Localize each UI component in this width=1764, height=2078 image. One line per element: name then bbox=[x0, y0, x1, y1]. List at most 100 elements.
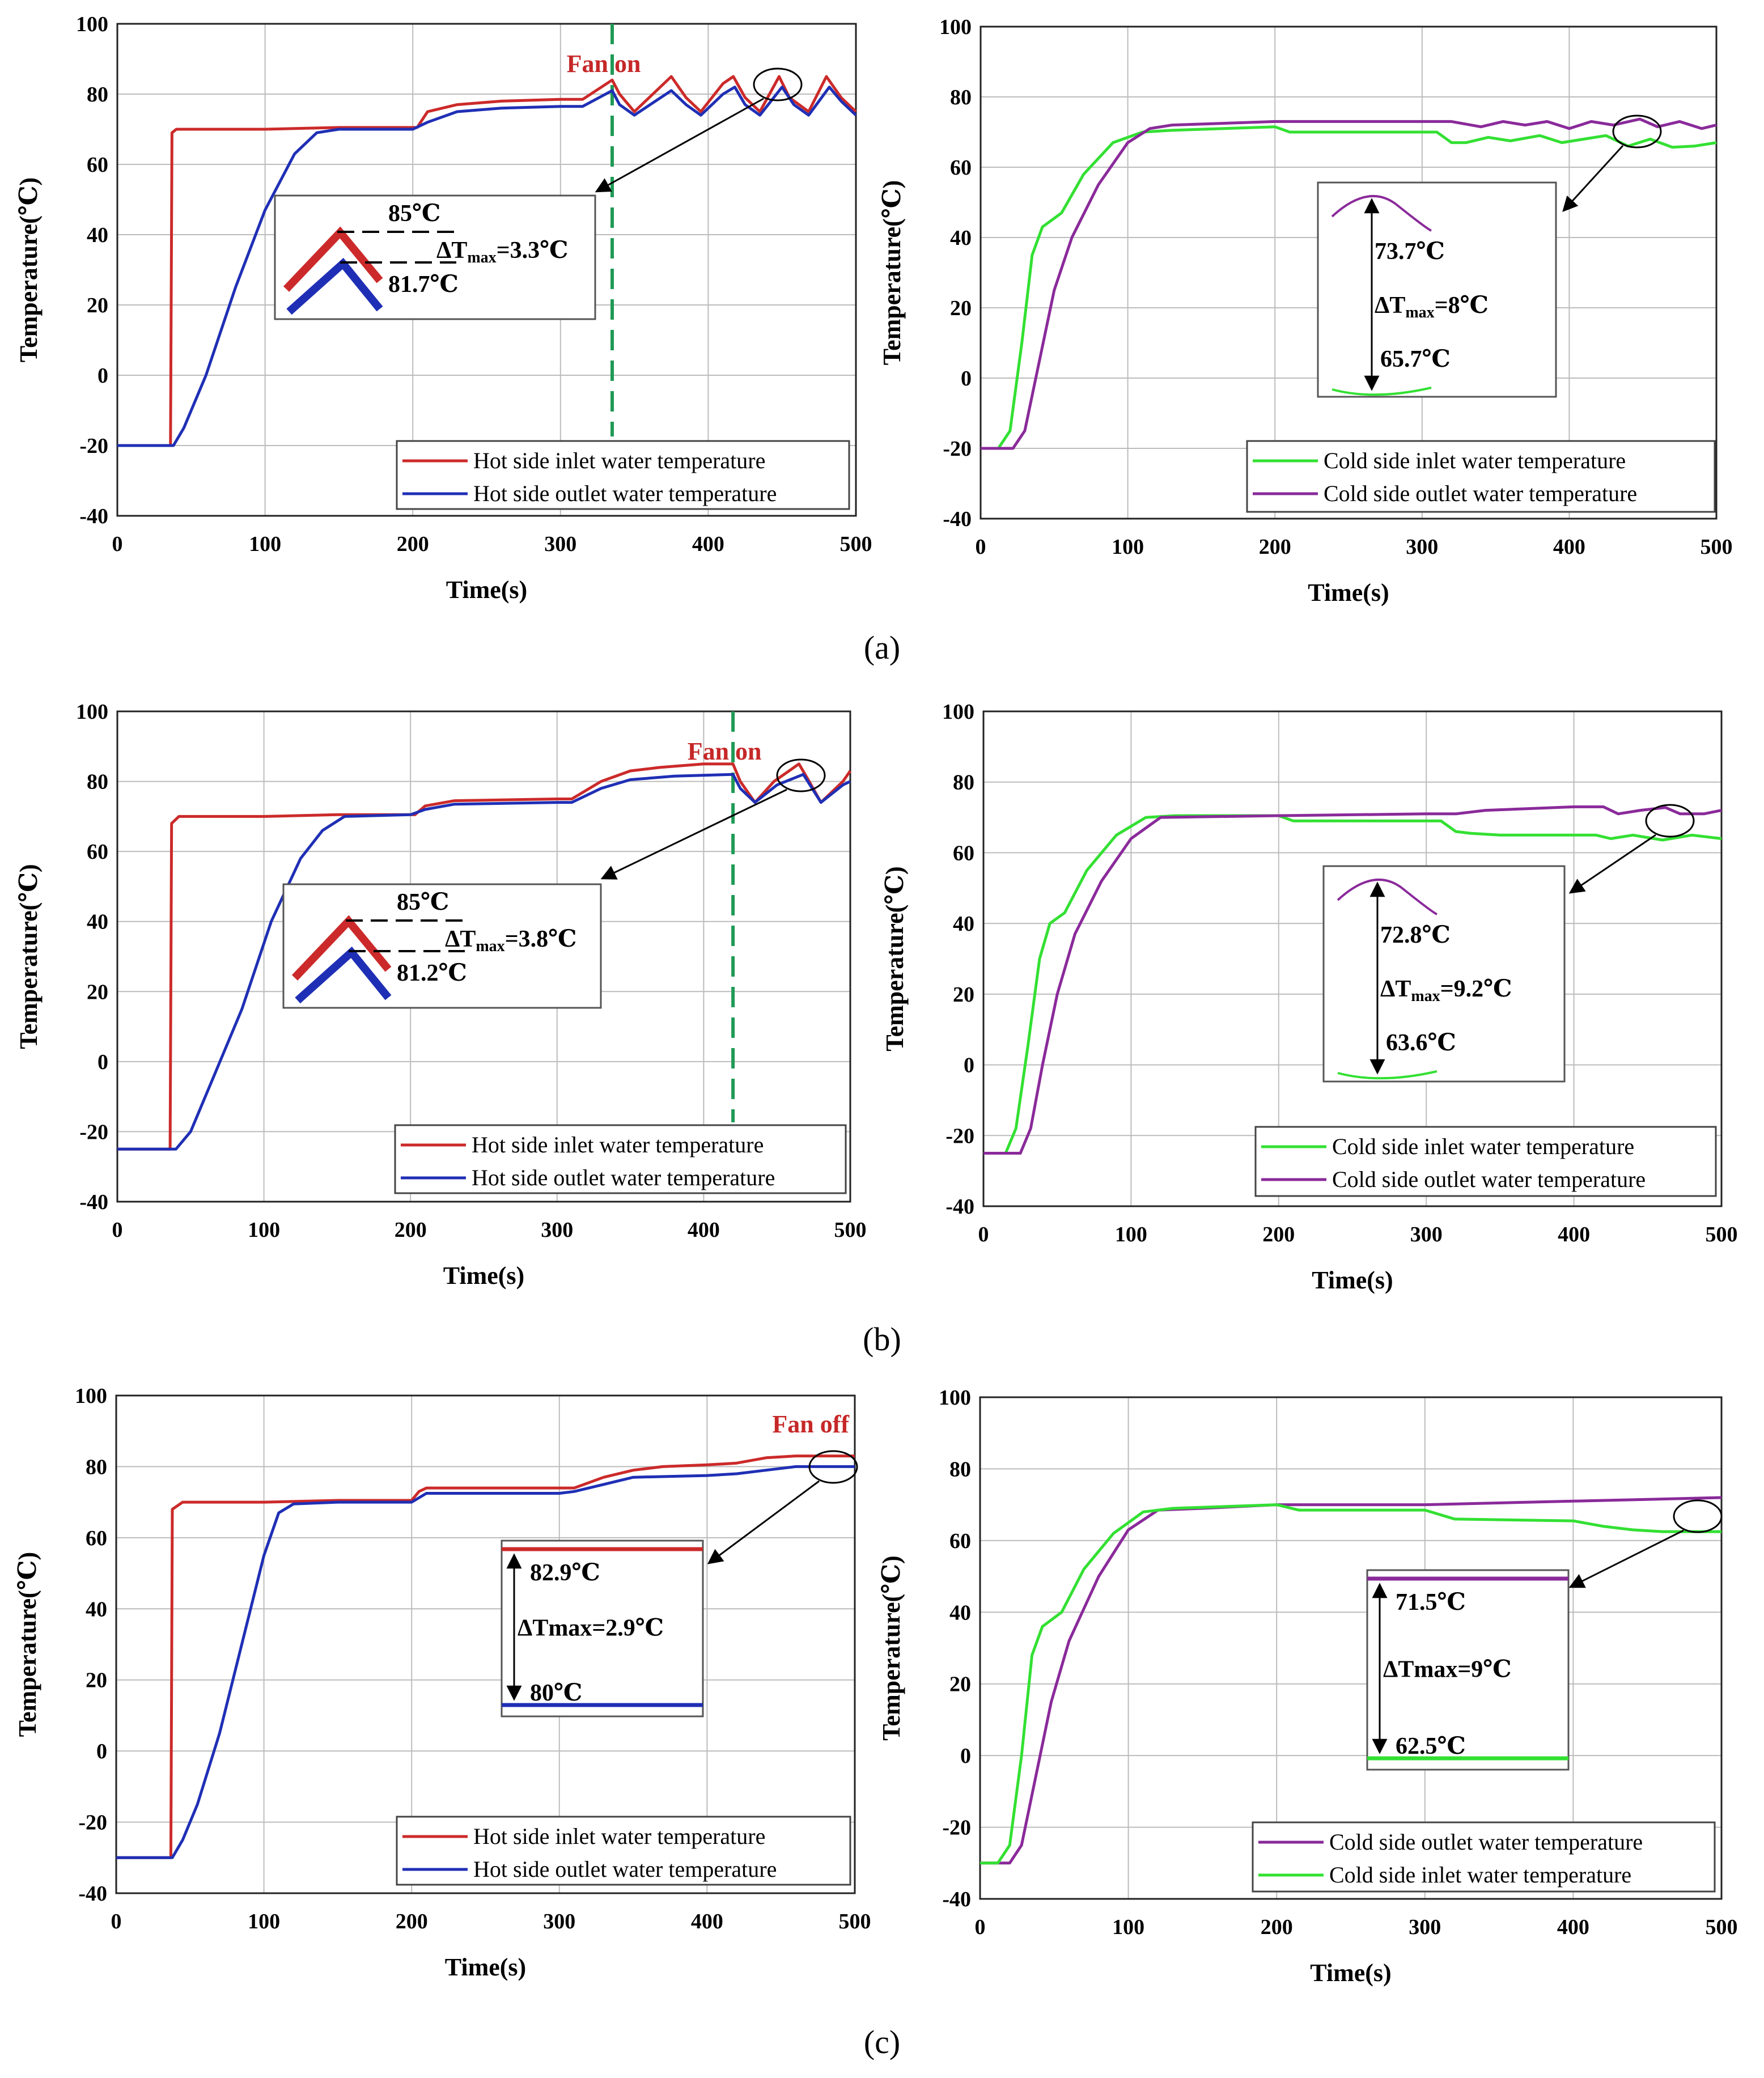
y-axis-label: Temperature(℃) bbox=[878, 180, 906, 365]
x-tick-label: 100 bbox=[248, 1910, 280, 1933]
inset-delta-label: ΔTmax=8℃ bbox=[1375, 292, 1489, 321]
y-tick-label: 0 bbox=[964, 1054, 974, 1078]
callout-ellipse bbox=[808, 1450, 858, 1484]
y-tick-label: 60 bbox=[86, 1526, 107, 1550]
series-line-hot-outlet bbox=[117, 773, 851, 1151]
x-tick-label: 300 bbox=[543, 1910, 575, 1933]
inset-delta-value: =9.2℃ bbox=[1440, 976, 1512, 1002]
x-tick-label: 500 bbox=[1706, 1223, 1738, 1246]
inset-delta-label: ΔTmax=3.3℃ bbox=[436, 238, 568, 266]
y-tick-label: 100 bbox=[942, 700, 974, 724]
x-tick-label: 400 bbox=[688, 1218, 720, 1242]
inset-delta-value: =3.8℃ bbox=[505, 926, 577, 952]
x-tick-label: 0 bbox=[976, 535, 986, 559]
legend: Hot side inlet water temperature Hot side… bbox=[394, 1124, 847, 1194]
y-tick-label: 20 bbox=[953, 983, 974, 1007]
callout-arrow bbox=[595, 97, 764, 193]
panel-caption: (a) bbox=[864, 629, 900, 666]
y-axis-label: Temperature(℃) bbox=[15, 177, 43, 362]
inset-zoom: 72.8℃ ΔTmax=9.2℃ 63.6℃ bbox=[1322, 865, 1566, 1083]
y-tick-label: -20 bbox=[945, 1124, 974, 1148]
inset-bottom-label: 80℃ bbox=[530, 1680, 582, 1706]
x-tick-label: 500 bbox=[839, 1910, 871, 1933]
y-tick-label: 80 bbox=[950, 86, 972, 109]
x-tick-label: 400 bbox=[1553, 535, 1585, 559]
x-tick-label: 100 bbox=[1112, 535, 1144, 559]
inset-delta-label: ΔTmax=9℃ bbox=[1383, 1657, 1512, 1683]
inset-bottom-label: 62.5℃ bbox=[1396, 1733, 1466, 1759]
series-line-hot-outlet bbox=[117, 86, 857, 447]
y-tick-label: -20 bbox=[78, 1811, 107, 1835]
legend-frame bbox=[1254, 1126, 1717, 1197]
y-tick-label: 60 bbox=[87, 153, 108, 177]
plot-frame bbox=[979, 26, 1718, 520]
series-line-hot-inlet bbox=[117, 75, 857, 447]
inset-delta-value: =8℃ bbox=[1435, 292, 1489, 319]
y-tick-label: 40 bbox=[87, 223, 108, 247]
y-tick-label: 20 bbox=[87, 980, 108, 1004]
y-tick-label: 40 bbox=[949, 1601, 971, 1625]
y-tick-label: 100 bbox=[939, 15, 972, 39]
x-tick-label: 500 bbox=[840, 532, 872, 556]
callout-arrow bbox=[707, 1480, 820, 1564]
legend-entry: Cold side inlet water temperature bbox=[1329, 1862, 1631, 1888]
x-tick-label: 200 bbox=[396, 1910, 428, 1933]
legend-entry: Cold side inlet water temperature bbox=[1332, 1134, 1634, 1159]
x-tick-label: 500 bbox=[1706, 1915, 1738, 1939]
callout-ellipse bbox=[753, 67, 803, 101]
inset-frame bbox=[1366, 1569, 1570, 1771]
x-tick-label: 300 bbox=[1406, 535, 1438, 559]
legend: Cold side outlet water temperature Cold s… bbox=[1252, 1821, 1716, 1893]
x-axis-label: Time(s) bbox=[1308, 579, 1389, 607]
inset-delta-prefix: ΔT bbox=[1375, 292, 1405, 319]
x-tick-label: 0 bbox=[978, 1223, 989, 1246]
x-tick-label: 400 bbox=[691, 1910, 723, 1933]
x-tick-label: 100 bbox=[249, 532, 281, 556]
x-tick-label: 0 bbox=[975, 1915, 986, 1939]
inset-delta-label: ΔTmax=2.9℃ bbox=[518, 1615, 664, 1642]
legend-entry: Cold side inlet water temperature bbox=[1324, 448, 1626, 473]
x-tick-label: 200 bbox=[1259, 535, 1291, 559]
legend-entry: Hot side inlet water temperature bbox=[473, 1823, 765, 1849]
y-tick-label: 0 bbox=[97, 364, 108, 388]
inset-zoom: 85℃ ΔTmax=3.3℃ 81.7℃ bbox=[274, 194, 596, 320]
x-tick-label: 100 bbox=[1115, 1223, 1147, 1246]
inset-delta-label: ΔTmax=9.2℃ bbox=[1380, 976, 1512, 1005]
x-tick-label: 400 bbox=[692, 532, 724, 556]
legend-entry: Hot side outlet water temperature bbox=[473, 481, 777, 506]
y-tick-label: 40 bbox=[953, 912, 974, 936]
legend-entry: Cold side outlet water temperature bbox=[1324, 481, 1637, 506]
inset-zoom: 82.9℃ ΔTmax=2.9℃ 80℃ bbox=[501, 1540, 704, 1717]
x-tick-label: 400 bbox=[1558, 1223, 1590, 1246]
y-tick-label: -20 bbox=[79, 434, 108, 458]
y-tick-label: 60 bbox=[87, 840, 108, 864]
series-line-hot-outlet bbox=[116, 1465, 855, 1859]
y-tick-label: -40 bbox=[79, 504, 108, 528]
x-tick-label: 100 bbox=[1112, 1915, 1144, 1939]
y-tick-label: 20 bbox=[949, 1673, 971, 1697]
panel-caption: (c) bbox=[864, 2024, 900, 2060]
inset-cold-outlet-curve bbox=[1331, 195, 1432, 232]
inset-delta-sub: max bbox=[467, 249, 496, 266]
y-tick-label: -40 bbox=[945, 1195, 974, 1219]
y-tick-label: 100 bbox=[76, 12, 108, 36]
y-tick-label: 80 bbox=[953, 771, 974, 795]
legend-entry: Hot side outlet water temperature bbox=[473, 1856, 777, 1882]
y-tick-label: 20 bbox=[950, 296, 972, 320]
series-line-cold-outlet bbox=[983, 805, 1722, 1155]
plot-frame bbox=[979, 1396, 1723, 1900]
inset-zoom: 71.5℃ ΔTmax=9℃ 62.5℃ bbox=[1366, 1569, 1570, 1771]
inset-frame bbox=[274, 194, 596, 320]
y-axis-label: Temperature(℃) bbox=[15, 864, 43, 1049]
inset-delta-prefix: ΔT bbox=[445, 926, 476, 952]
inset-top-label: 85℃ bbox=[397, 889, 449, 915]
callout-arrow bbox=[1568, 1529, 1684, 1588]
y-tick-label: 100 bbox=[939, 1386, 971, 1410]
plot-frame bbox=[115, 1394, 856, 1894]
legend-frame bbox=[394, 1124, 847, 1194]
fan-off-label: Fan off bbox=[772, 1410, 850, 1438]
y-tick-label: 80 bbox=[86, 1455, 107, 1479]
